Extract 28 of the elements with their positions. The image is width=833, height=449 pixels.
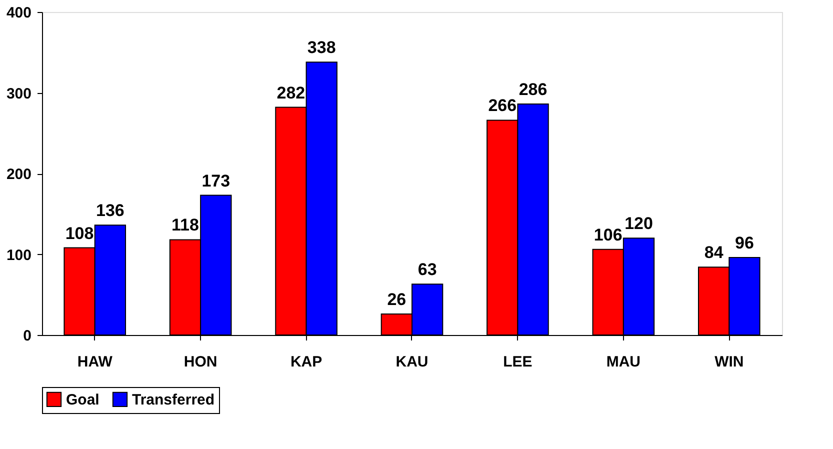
data-label: 26 <box>387 290 406 310</box>
data-label: 84 <box>704 243 724 262</box>
legend-label: Goal <box>66 391 100 408</box>
y-tick-label: 400 <box>6 4 32 22</box>
data-label: 120 <box>624 214 653 234</box>
x-tick-label: HAW <box>77 354 114 370</box>
y-tick-label: 200 <box>6 166 32 183</box>
x-tick-label: KAP <box>290 354 322 370</box>
data-label: 63 <box>418 260 437 280</box>
x-tick-label: LEE <box>503 354 532 370</box>
legend-label: Transferred <box>132 391 215 408</box>
y-tick-label: 0 <box>23 328 32 344</box>
data-label: 136 <box>96 201 124 220</box>
x-tick-label: HON <box>184 354 218 370</box>
data-label: 286 <box>518 80 548 100</box>
data-label: 338 <box>307 38 336 58</box>
data-label: 108 <box>65 224 94 243</box>
data-label: 173 <box>202 171 230 190</box>
data-label: 106 <box>594 225 622 244</box>
data-label: 118 <box>172 216 199 235</box>
data-label: 96 <box>735 233 754 252</box>
x-tick-label: KAU <box>396 354 428 370</box>
y-tick-label: 100 <box>6 246 32 264</box>
y-tick-label: 300 <box>6 85 32 102</box>
x-tick-label: MAU <box>606 354 641 370</box>
x-tick-label: WIN <box>714 354 744 370</box>
data-label: 266 <box>488 96 517 116</box>
data-label: 282 <box>276 83 306 102</box>
